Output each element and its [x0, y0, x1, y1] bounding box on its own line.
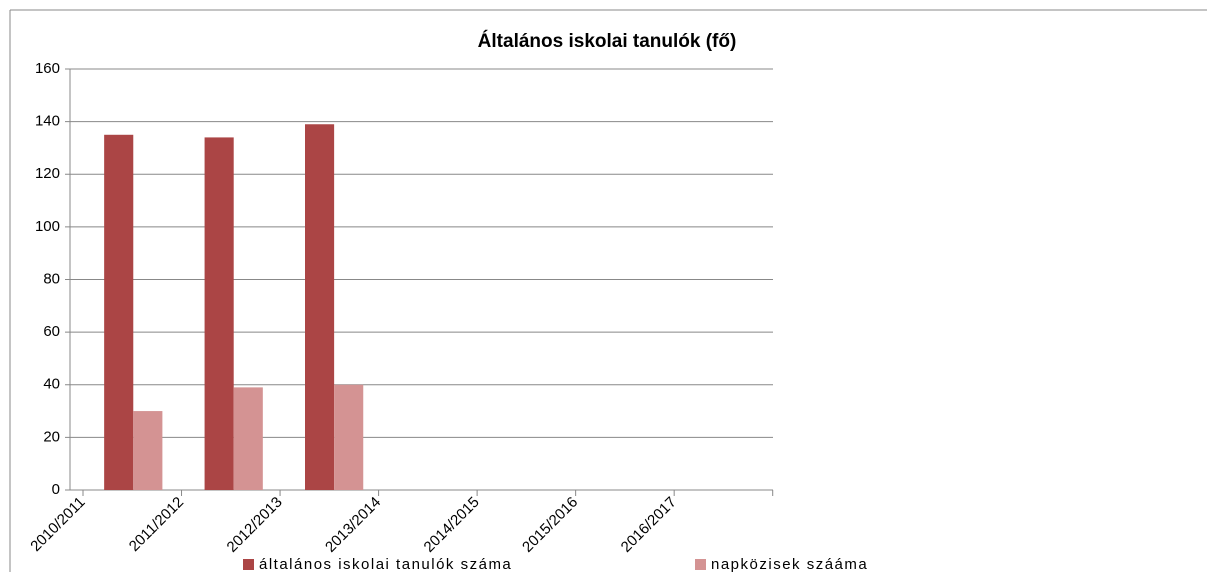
legend-swatch: [243, 559, 254, 570]
y-tick-label: 20: [43, 428, 60, 445]
x-tick-label: 2016/2017: [618, 494, 680, 556]
bar: [104, 134, 134, 490]
x-tick-label: 2013/2014: [322, 494, 384, 556]
x-tick-label: 2014/2015: [421, 494, 483, 556]
y-tick-label: 40: [43, 376, 60, 393]
bar: [133, 411, 163, 490]
y-tick-label: 140: [35, 113, 60, 130]
legend-label: napközisek szááma: [711, 556, 868, 572]
x-tick-label: 2011/2012: [126, 494, 187, 555]
y-tick-label: 0: [52, 481, 60, 498]
bar: [305, 124, 335, 490]
x-tick-label: 2012/2013: [224, 494, 286, 556]
legend-label: általános iskolai tanulók száma: [259, 556, 512, 572]
x-tick-label: 2010/2011: [27, 494, 88, 555]
y-tick-label: 100: [35, 218, 60, 235]
y-tick-label: 120: [35, 165, 60, 182]
legend-swatch: [695, 559, 706, 570]
bar: [204, 137, 234, 490]
chart-title: Általános iskolai tanulók (fő): [478, 30, 737, 52]
bar: [334, 384, 364, 490]
y-tick-label: 160: [35, 60, 60, 77]
bar: [233, 387, 263, 490]
y-tick-label: 80: [43, 270, 60, 287]
y-tick-label: 60: [43, 323, 60, 340]
x-tick-label: 2015/2016: [519, 494, 581, 556]
